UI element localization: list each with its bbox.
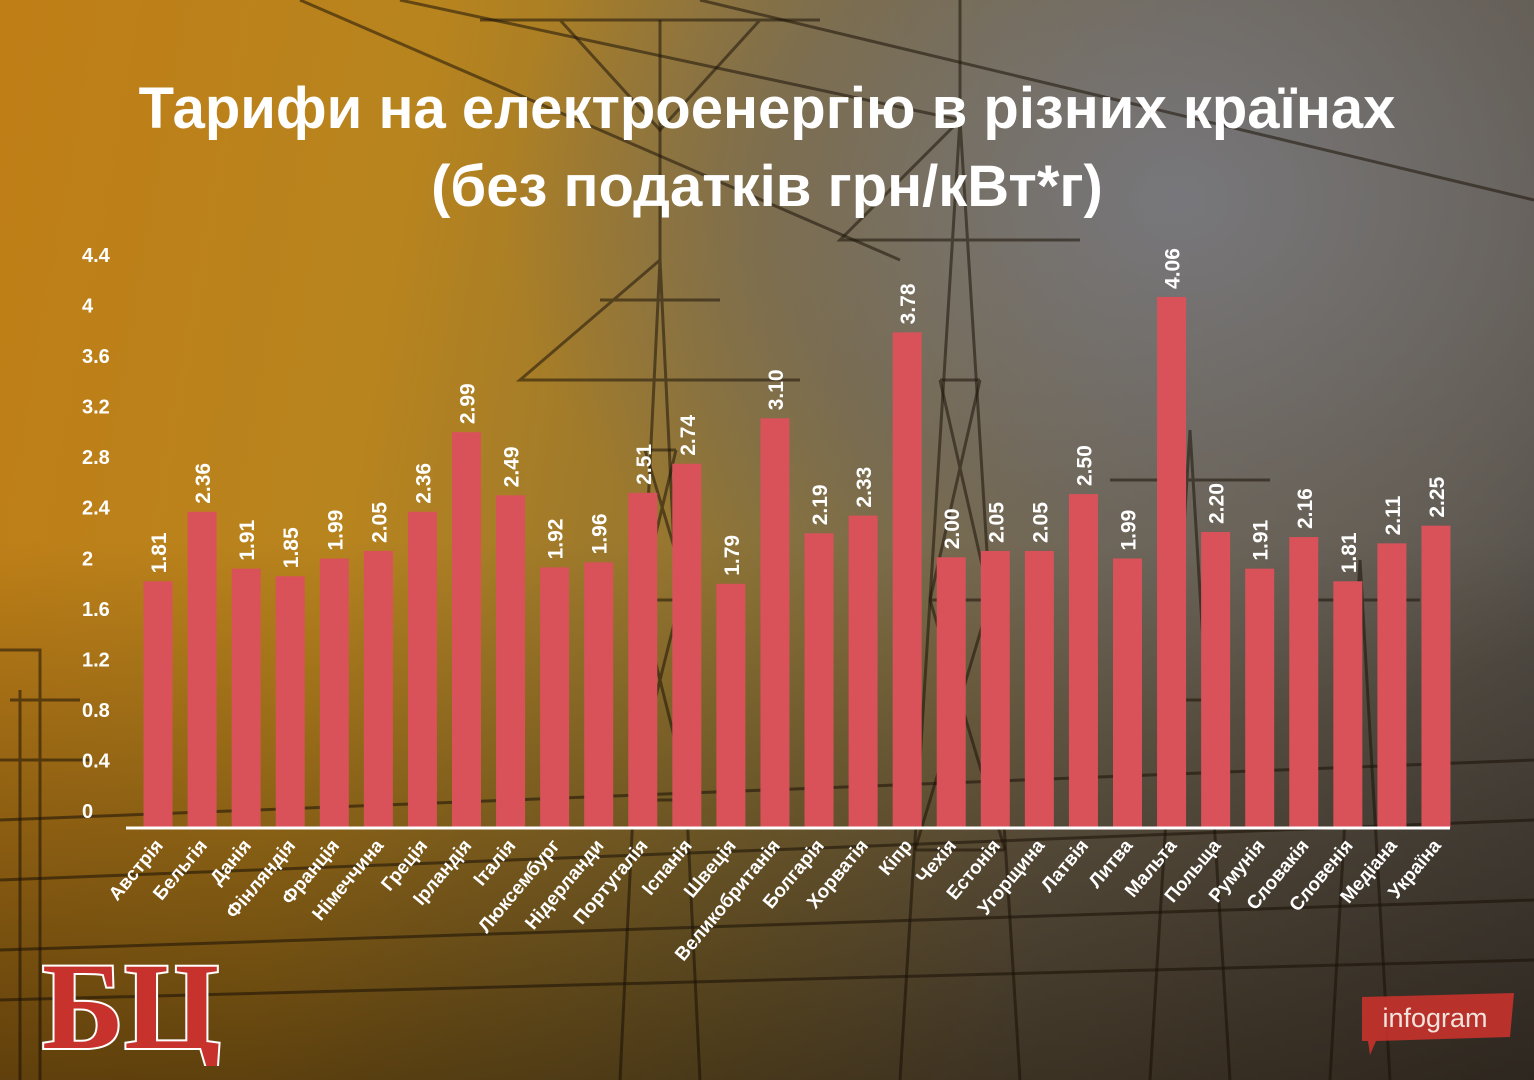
bar [143,581,173,828]
bar [1157,296,1187,828]
y-axis: 0 0.4 0.8 1.2 1.6 2 2.4 2.8 3.2 3.6 4 4.4 [82,245,111,823]
bar [319,558,349,828]
value-label: 1.91 [236,519,259,560]
bar [1068,494,1098,828]
value-label: 1.79 [721,535,744,576]
bar [1024,550,1054,828]
y-tick-label: 0 [82,801,93,823]
value-label: 2.99 [457,383,480,424]
bar [1333,581,1363,828]
bar [540,567,570,828]
bar [231,568,261,828]
bar [892,332,922,828]
value-label: 2.33 [853,467,876,508]
bar [848,515,878,828]
bar [716,583,746,828]
bar [628,492,658,828]
value-label: 1.81 [148,532,171,573]
value-label: 2.20 [1206,483,1229,524]
value-label: 2.51 [633,444,656,485]
value-label: 2.25 [1426,476,1449,517]
value-label: 1.99 [324,510,347,551]
bar [584,562,614,828]
y-tick-label: 2 [82,548,93,570]
bar [980,550,1010,828]
value-labels: 1.81 2.36 1.91 1.85 1.99 2.05 2.36 2.99 2.49 1.92… [148,248,1449,576]
bar [1289,537,1319,828]
infogram-watermark: infogram [1382,1003,1488,1033]
y-tick-label: 1.6 [82,599,110,621]
bar [452,432,481,828]
value-label: 1.91 [1250,519,1273,560]
bar [672,463,702,828]
bar [363,550,393,828]
value-label: 1.99 [1118,510,1141,551]
bar [275,576,305,828]
value-label: 2.74 [677,415,700,456]
title-line-1: Тарифи на електроенергію в різних країна… [138,76,1396,141]
bar [1201,532,1231,828]
bar [760,418,790,828]
bar [496,495,526,828]
value-label: 2.11 [1382,495,1405,535]
bar [407,511,437,828]
value-label: 1.85 [280,527,303,568]
value-label: 2.36 [412,463,435,504]
chart-title: Тарифи на електроенергію в різних країна… [0,70,1534,226]
y-tick-label: 2.4 [82,498,111,520]
value-label: 2.49 [501,446,524,487]
title-line-2: (без податків грн/кВт*г) [431,154,1103,219]
bar [936,557,966,828]
x-tick-label: Латвія [1037,836,1093,897]
value-label: 2.05 [1029,502,1052,543]
value-label: 3.78 [897,283,920,324]
infogram-badge [1362,993,1514,1055]
y-tick-label: 2.8 [82,447,110,469]
bars [143,296,1451,828]
bar [1113,558,1142,828]
bar [1377,543,1407,828]
bar [1421,525,1451,828]
value-label: 2.36 [192,463,215,504]
value-label: 2.50 [1073,445,1096,486]
value-label: 3.10 [765,369,788,410]
value-label: 2.19 [809,484,832,525]
x-tick-label: Кіпр [875,836,917,880]
y-tick-label: 4 [82,296,94,318]
value-label: 1.96 [589,513,612,554]
value-label: 1.92 [545,519,568,560]
value-label: 2.00 [941,508,964,549]
bar [804,533,834,828]
value-label: 4.06 [1162,248,1185,289]
y-tick-label: 4.4 [82,245,111,267]
y-tick-label: 1.2 [82,649,110,671]
bar [187,511,217,828]
value-label: 2.05 [368,502,391,543]
y-tick-label: 3.6 [82,346,110,368]
y-tick-label: 3.2 [82,397,110,419]
value-label: 1.81 [1338,532,1361,573]
x-axis-labels: АвстріяБельгіяДаніяФінляндіяФранціяНімеч… [105,835,1446,965]
y-tick-label: 0.4 [82,750,111,772]
bar [1245,568,1275,828]
bc-logo: БЦ [40,938,222,1066]
logo-text: БЦ [42,938,220,1066]
value-label: 2.05 [985,502,1008,543]
value-label: 2.16 [1294,488,1317,529]
y-tick-label: 0.8 [82,700,110,722]
